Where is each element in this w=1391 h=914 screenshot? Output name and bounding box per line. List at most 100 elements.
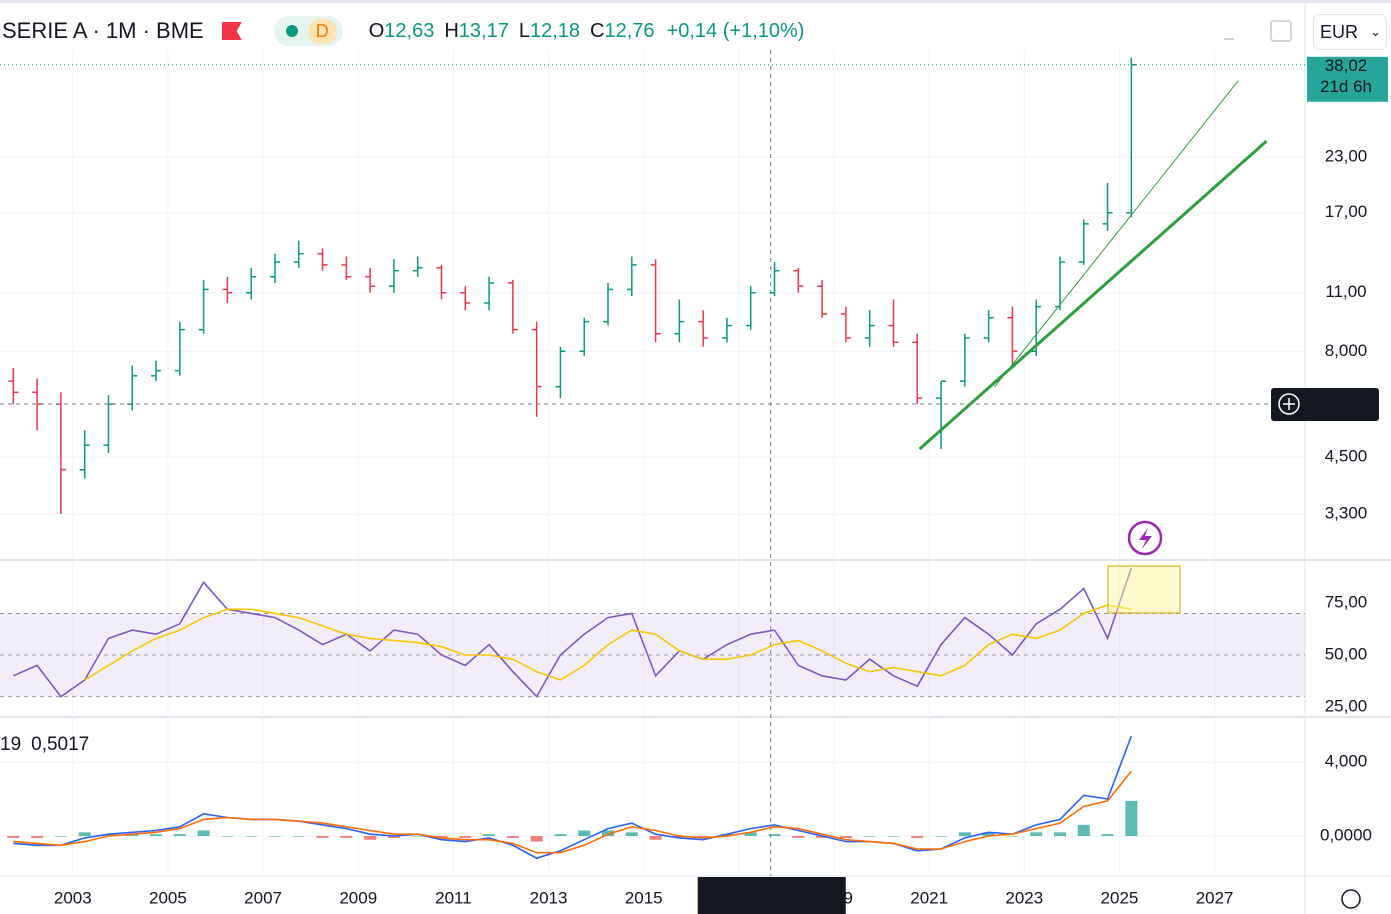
y-tick-label: 50,00 — [1325, 645, 1368, 664]
add-icon — [1278, 393, 1300, 415]
histogram-bar — [364, 836, 377, 840]
x-tick-label: 2027 — [1196, 888, 1234, 907]
histogram-bar — [292, 836, 305, 837]
trend-line — [993, 80, 1239, 388]
x-tick-label: 2005 — [149, 888, 187, 907]
download-icon[interactable] — [1224, 20, 1234, 40]
histogram-bar — [435, 836, 448, 838]
histogram-bar — [268, 836, 281, 837]
status-pill[interactable]: D — [273, 16, 343, 46]
histogram-bar — [768, 834, 781, 837]
histogram-bar — [1077, 824, 1090, 837]
last-price-box — [1307, 56, 1388, 102]
histogram-bar — [483, 834, 496, 837]
histogram-bar — [744, 832, 757, 837]
crosshair-date-box — [697, 877, 846, 914]
histogram-bar — [31, 836, 44, 838]
histogram-bar — [697, 836, 710, 838]
series-line — [13, 735, 1133, 860]
histogram-bar — [625, 832, 638, 837]
histogram-bar — [982, 832, 995, 837]
histogram-bar — [245, 836, 258, 837]
histogram-bar — [1125, 800, 1138, 837]
y-tick-label: 0,0000 — [1320, 826, 1372, 845]
ohlc-value: 12,63 — [384, 19, 435, 42]
histogram-bar — [1101, 834, 1114, 837]
legend-header: SERIE A · 1M · BME D O12,63 H13,17 L12,1… — [0, 10, 1300, 52]
y-tick-label: 75,00 — [1325, 593, 1368, 612]
series-line — [84, 604, 1132, 681]
symbol: SERIE A · 1M · BME — [2, 18, 204, 43]
y-tick-label: 4,500 — [1325, 447, 1368, 466]
change: +0,14 (+1,10%) — [666, 19, 805, 42]
chevron: ⌄ — [1370, 24, 1381, 39]
ohlc-values: O12,63 H13,17 L12,18 C12,76 — [369, 20, 655, 43]
legend-value: 0,5017 — [31, 734, 89, 755]
ohlc-value: 12,18 — [529, 19, 581, 42]
fullscreen-icon[interactable] — [1270, 20, 1292, 42]
ohlc-item: C12,76 — [590, 20, 655, 43]
grid-layer — [0, 50, 1305, 876]
top-border — [0, 0, 1391, 3]
histogram-bar — [411, 836, 424, 837]
y-tick-label: 3,300 — [1325, 504, 1368, 523]
histogram-bar — [197, 830, 210, 837]
x-tick-label: 2015 — [625, 888, 663, 907]
y-tick-label: 25,00 — [1325, 697, 1368, 716]
ohlc-key: C — [590, 19, 605, 42]
histogram-bar — [673, 836, 686, 838]
x-tick-label: 2013 — [530, 888, 568, 907]
histogram-bar — [1006, 836, 1019, 837]
histogram-bar — [530, 836, 543, 842]
histogram-bar — [649, 836, 662, 840]
histogram-bar — [7, 836, 20, 838]
histogram-bar — [911, 836, 924, 838]
countdown-label: 21d 6h — [1320, 77, 1372, 96]
histogram-bar — [340, 836, 353, 838]
series-line — [12, 567, 1133, 698]
badge: D — [307, 18, 337, 44]
y-tick-label: 17,00 — [1325, 202, 1368, 221]
histogram-bar — [1053, 832, 1066, 837]
crosshair-date-label: vie 01 Sep '17 — [718, 888, 825, 907]
x-tick-label: 2011 — [435, 888, 472, 907]
ohlc-value: 12,76 — [604, 19, 655, 42]
last-price-label: 38,02 — [1325, 56, 1368, 75]
ohlc-item: O12,63 — [369, 20, 435, 43]
histogram-bar — [554, 834, 567, 837]
flag-icon[interactable] — [221, 22, 242, 40]
histogram-bar — [459, 836, 472, 838]
currency: EUR — [1320, 21, 1359, 42]
ohlc-key: L — [518, 19, 530, 42]
crosshair-price-label: 6,005 — [1325, 393, 1368, 412]
add-icon-plus — [1283, 397, 1295, 410]
histogram-bar — [78, 832, 91, 837]
histogram-bar — [221, 836, 234, 837]
crosshair-price-box — [1271, 387, 1379, 421]
x-tick-label: 2009 — [339, 888, 377, 907]
y-tick-label: 11,00 — [1325, 282, 1366, 301]
histogram-bar — [126, 834, 139, 837]
histogram-bar — [839, 836, 852, 838]
histogram-bar — [578, 830, 591, 837]
ohlc-item: L12,18 — [519, 20, 580, 43]
histogram-bar — [387, 836, 400, 838]
y-tick-label: 4,000 — [1325, 752, 1368, 771]
alert-highlight — [1107, 565, 1181, 614]
histogram-bar — [506, 836, 519, 838]
histogram-bar — [1030, 832, 1043, 837]
y-tick-label: 8,000 — [1325, 341, 1368, 360]
ohlc-item: H13,17 — [444, 20, 509, 43]
currency-select[interactable]: EUR ⌄ — [1313, 14, 1387, 50]
histogram-bar — [887, 836, 900, 837]
histogram-bar — [816, 836, 829, 838]
histogram-bar — [54, 836, 67, 837]
histogram-bar — [102, 834, 115, 837]
histogram-bar — [150, 834, 163, 837]
histogram-bar — [792, 836, 805, 838]
alert-bolt — [1139, 528, 1152, 549]
series-line — [13, 770, 1132, 854]
x-tick-label: 2021 — [910, 888, 948, 907]
